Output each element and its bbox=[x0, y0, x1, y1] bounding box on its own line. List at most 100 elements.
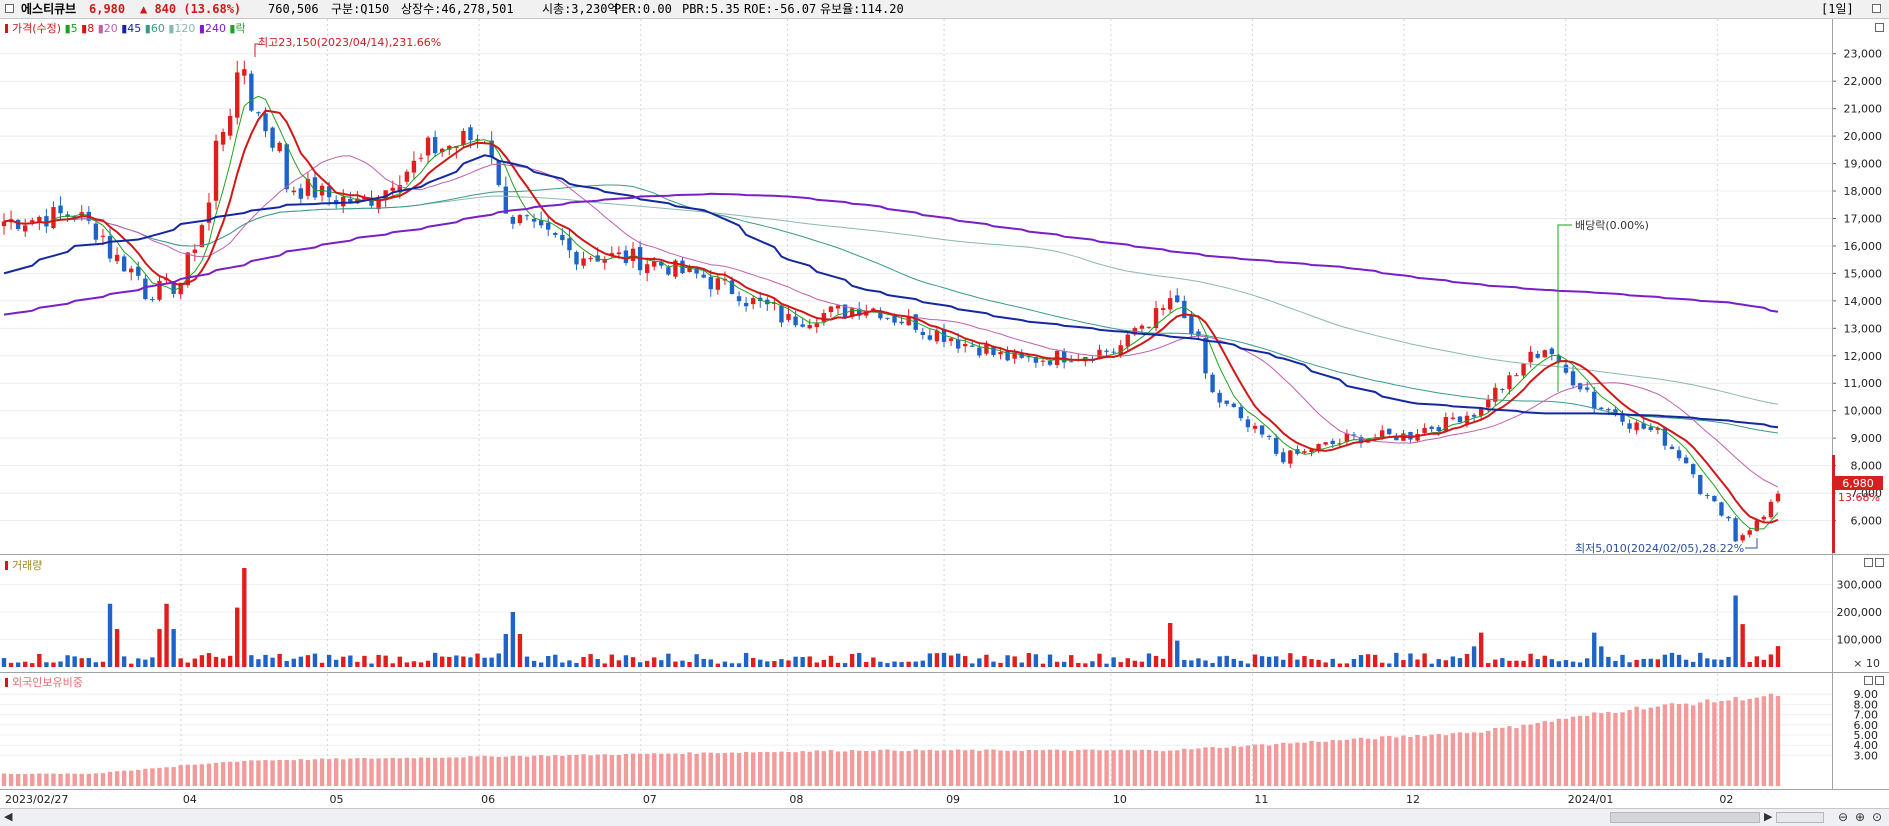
foreign-ratio-bar bbox=[15, 773, 21, 786]
volume-bar bbox=[1069, 655, 1074, 667]
foreign-ratio-bar bbox=[694, 753, 699, 786]
scroll-thumb[interactable] bbox=[1610, 812, 1760, 823]
foreign-ratio-bar bbox=[1210, 747, 1215, 786]
foreign-panel-label[interactable]: 외국인보유비중 bbox=[12, 676, 83, 689]
zoom-slider[interactable] bbox=[1776, 812, 1824, 823]
candle-body bbox=[1726, 516, 1731, 519]
roe-value: ROE:-56.07 bbox=[744, 2, 817, 16]
candle-body bbox=[878, 310, 883, 319]
volume-bar bbox=[1365, 654, 1371, 667]
volume-bar bbox=[963, 656, 968, 667]
foreign-ratio-bar bbox=[425, 757, 431, 786]
price-legend[interactable]: 가격(수정) ▮5 ▮8 ▮20 ▮45 ▮60 ▮120 ▮240 ▮락 bbox=[12, 22, 246, 35]
volume-panel-close-icon[interactable] bbox=[1875, 558, 1884, 567]
chart-scrollbar[interactable]: ◀ ▶ ⊖ ⊕ ⊙ bbox=[0, 808, 1889, 826]
volume-bar bbox=[1549, 659, 1555, 667]
candle-body bbox=[1302, 451, 1307, 453]
volume-bar bbox=[1139, 661, 1145, 667]
foreign-ratio-bar bbox=[807, 751, 812, 786]
foreign-ratio-bar bbox=[1563, 718, 1569, 786]
candle-body bbox=[786, 314, 791, 320]
volume-bar bbox=[1726, 656, 1731, 667]
volume-bar bbox=[1302, 656, 1307, 667]
candle-body bbox=[475, 139, 480, 141]
zoom-reset-icon[interactable]: ⊙ bbox=[1872, 810, 1883, 824]
scroll-right-icon[interactable]: ▶ bbox=[1764, 810, 1773, 823]
volume-tick-label: 300,000 bbox=[1837, 579, 1883, 592]
volume-bar bbox=[1747, 662, 1752, 667]
foreign-panel-close-icon[interactable] bbox=[1875, 676, 1884, 685]
candle-body bbox=[242, 69, 247, 76]
volume-bar bbox=[1, 658, 7, 667]
foreign-ratio-bar bbox=[1443, 735, 1449, 786]
candle-body bbox=[1761, 516, 1767, 520]
info-close-icon[interactable] bbox=[1872, 4, 1881, 13]
volume-bar bbox=[1733, 595, 1738, 667]
volume-bar bbox=[1514, 660, 1519, 667]
candle-body bbox=[927, 335, 933, 340]
volume-bar bbox=[482, 657, 487, 667]
candle-body bbox=[1259, 425, 1265, 435]
candle-body bbox=[1422, 427, 1427, 434]
volume-bar bbox=[305, 655, 311, 667]
candle-body bbox=[1033, 357, 1039, 363]
foreign-ratio-bar bbox=[941, 750, 947, 786]
candle-body bbox=[15, 219, 21, 230]
foreign-ratio-bar bbox=[1231, 746, 1236, 786]
candle-body bbox=[1443, 417, 1449, 431]
volume-bar bbox=[220, 658, 226, 667]
candle-body bbox=[934, 330, 940, 342]
price-tick-label: 21,000 bbox=[1844, 103, 1883, 116]
volume-bar bbox=[1337, 663, 1342, 667]
foreign-ratio-bar bbox=[1026, 749, 1032, 786]
candle-body bbox=[779, 305, 784, 323]
volume-bar bbox=[857, 653, 862, 667]
scroll-left-icon[interactable]: ◀ bbox=[4, 810, 13, 823]
foreign-panel-max-icon[interactable] bbox=[1864, 676, 1873, 685]
candle-body bbox=[1493, 387, 1498, 402]
foreign-ratio-bar bbox=[1076, 749, 1081, 786]
volume-bar bbox=[461, 656, 466, 667]
volume-bar bbox=[235, 607, 240, 667]
foreign-ratio-bar bbox=[1047, 749, 1053, 786]
foreign-ratio-bar bbox=[701, 752, 706, 786]
foreign-ratio-bar bbox=[1457, 732, 1463, 786]
candle-body bbox=[100, 235, 106, 237]
volume-bar bbox=[1690, 661, 1696, 667]
candle-body bbox=[1139, 325, 1145, 329]
candle-body bbox=[1705, 494, 1710, 496]
foreign-ratio-bar bbox=[1005, 750, 1010, 786]
foreign-ratio-bar bbox=[1662, 704, 1668, 786]
foreign-ratio-bar bbox=[1408, 737, 1413, 786]
price-panel-max-icon[interactable] bbox=[1875, 23, 1884, 32]
period-selector[interactable]: [1일] bbox=[1821, 2, 1854, 16]
foreign-ratio-bar bbox=[1768, 693, 1774, 786]
foreign-ratio-bar bbox=[1514, 728, 1519, 786]
candle-body bbox=[1281, 452, 1286, 463]
chart-area[interactable]: 6,000 7,000 8,000 9,000 10,000 11,000 12,000 13… bbox=[0, 19, 1889, 808]
candle-body bbox=[1606, 409, 1611, 411]
zoom-in-icon[interactable]: ⊕ bbox=[1855, 810, 1866, 824]
foreign-tick-label: 6.00 bbox=[1854, 719, 1879, 732]
volume-bar bbox=[143, 659, 148, 667]
volume-bar bbox=[348, 655, 353, 667]
foreign-ratio-bar bbox=[1061, 750, 1067, 786]
candle-body bbox=[1733, 518, 1738, 542]
candle-body bbox=[277, 142, 282, 152]
foreign-ratio-bar bbox=[814, 750, 819, 786]
candle-body bbox=[235, 72, 240, 118]
volume-panel-max-icon[interactable] bbox=[1864, 558, 1873, 567]
foreign-ratio-bar bbox=[1033, 750, 1039, 786]
foreign-ratio-bar bbox=[1040, 750, 1046, 786]
zoom-out-icon[interactable]: ⊖ bbox=[1838, 810, 1849, 824]
candle-body bbox=[1698, 474, 1703, 494]
market-cap: 시총:3,230억 bbox=[542, 2, 619, 16]
volume-panel-label[interactable]: 거래량 bbox=[12, 559, 42, 572]
candle-body bbox=[1118, 345, 1123, 355]
candle-body bbox=[538, 220, 544, 226]
foreign-ratio-bar bbox=[93, 773, 99, 786]
info-menu-icon[interactable] bbox=[5, 4, 14, 13]
volume-bar bbox=[977, 658, 982, 667]
foreign-ratio-bar bbox=[37, 773, 42, 786]
foreign-ratio-bar bbox=[1372, 739, 1378, 786]
